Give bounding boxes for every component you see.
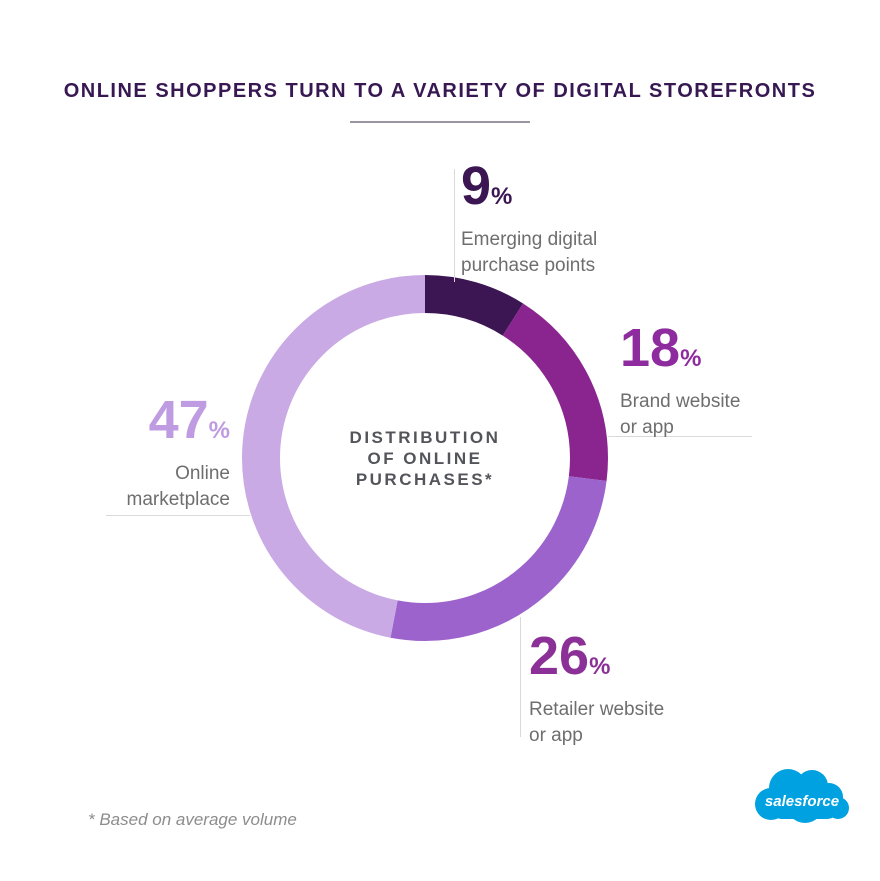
segment-value-retailer-website: 26% (529, 629, 664, 691)
leader-line-brand-website (608, 436, 752, 437)
percent-sign: % (680, 345, 702, 372)
donut-center-label: DISTRIBUTION OF ONLINE PURCHASES* (335, 427, 515, 490)
segment-label-brand-website: Brand website or app (620, 391, 741, 438)
page-title: ONLINE SHOPPERS TURN TO A VARIETY OF DIG… (63, 80, 817, 102)
callout-retailer-website: 26% Retailer website or app (529, 629, 665, 749)
segment-value-number: 18 (620, 318, 681, 378)
title-underline-rule (350, 121, 530, 123)
footnote: * Based on average volume (88, 810, 297, 829)
segment-value-number: 47 (148, 390, 209, 450)
segment-label-retailer-website: Retailer website or app (529, 699, 665, 746)
salesforce-cloud-icon (755, 769, 849, 823)
percent-sign: % (589, 653, 611, 680)
donut-segment-brand-website-or-app (242, 275, 608, 641)
callout-brand-website: 18% Brand website or app (620, 321, 741, 441)
segment-value-online-marketplace: 47% (40, 393, 230, 455)
segment-value-brand-website: 18% (620, 321, 740, 383)
donut-chart (242, 275, 608, 641)
salesforce-logo-text: salesforce (765, 793, 839, 810)
segment-value-emerging-digital: 9% (461, 159, 597, 221)
segment-label-online-marketplace: Online marketplace (126, 463, 231, 510)
center-label-line-2: OF ONLINE (367, 449, 483, 468)
donut-segment-online-marketplace (242, 275, 608, 641)
percent-sign: % (491, 183, 513, 210)
donut-segment-retailer-website-or-app (242, 275, 608, 641)
leader-line-emerging-digital (454, 169, 455, 282)
segment-value-number: 9 (461, 156, 492, 216)
center-label-line-1: DISTRIBUTION (349, 428, 501, 447)
callout-emerging-digital: 9% Emerging digital purchase points (461, 159, 598, 279)
center-label-line-3: PURCHASES* (355, 470, 495, 489)
percent-sign: % (208, 417, 230, 444)
callout-online-marketplace: 47% Online marketplace (40, 393, 231, 513)
segment-label-emerging-digital: Emerging digital purchase points (461, 229, 598, 276)
salesforce-logo: salesforce (755, 769, 849, 823)
leader-line-online-marketplace (106, 515, 250, 516)
leader-line-retailer-website (520, 617, 521, 737)
segment-value-number: 26 (529, 626, 590, 686)
